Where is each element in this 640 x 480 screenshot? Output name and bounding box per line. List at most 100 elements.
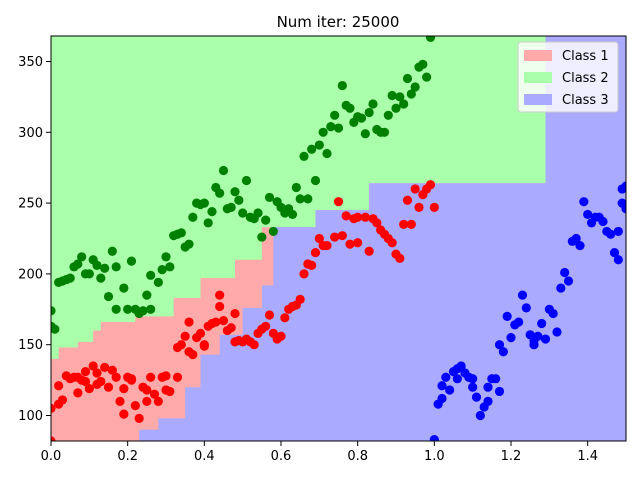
data-point [126,375,137,385]
data-point [287,209,298,220]
data-point [364,246,374,256]
data-point [211,317,221,327]
data-point [498,347,508,357]
data-point [51,324,60,334]
y-tick-label: 250 [18,197,43,212]
data-point [345,239,355,249]
data-point [115,396,125,406]
data-point [257,232,267,242]
x-tick-label: 1.4 [577,449,598,464]
data-point [261,215,271,225]
data-point [425,36,436,43]
data-point [161,252,171,262]
data-point [100,362,110,372]
data-point [84,269,94,279]
data-point [215,188,225,198]
data-point [560,267,570,278]
legend-label: Class 1 [562,49,609,64]
data-point [253,208,263,218]
data-point [360,129,370,139]
legend-label: Class 3 [562,93,609,108]
data-point [402,195,413,205]
data-point [395,92,405,102]
data-point [410,184,420,194]
data-point [491,374,501,384]
data-point [410,82,420,92]
data-point [207,206,217,217]
data-point [80,367,91,377]
data-point [130,400,140,411]
x-tick-label: 1.0 [424,449,445,464]
data-point [471,392,482,402]
legend-swatch [524,72,552,83]
data-point [330,232,340,242]
data-point [372,218,382,228]
data-point [429,202,439,212]
data-point [153,396,163,406]
data-point [103,291,114,302]
data-point [425,180,436,190]
data-point [353,238,363,248]
data-point [184,239,194,249]
data-point [356,113,367,123]
data-point [226,202,236,212]
data-point [218,316,229,326]
data-point [142,290,152,300]
data-point [142,396,152,406]
y-tick-label: 300 [18,126,43,141]
data-point [119,384,129,394]
data-point [337,231,347,241]
x-tick-label: 0.8 [347,449,368,464]
series-class-3 [429,181,626,441]
data-point [314,233,324,244]
data-point [295,294,305,304]
data-point [379,127,390,137]
data-point [422,72,432,82]
data-point [318,127,328,137]
data-point [621,181,626,191]
y-tick-label: 350 [18,55,43,70]
legend-swatch [524,50,552,61]
data-point [180,331,190,341]
y-tick-label: 200 [18,267,43,282]
legend-swatch [524,94,552,105]
data-point [322,148,332,159]
data-point [146,304,156,314]
data-point [84,384,94,394]
data-point [341,211,351,221]
data-point [176,228,186,238]
data-point [96,273,106,283]
x-tick-label: 0.0 [41,449,62,464]
data-point [119,283,129,293]
data-point [579,197,589,207]
data-point [261,321,271,331]
data-point [613,255,623,265]
data-point [452,374,462,384]
data-point [215,301,225,312]
data-point [280,313,290,323]
data-point [613,226,623,237]
data-point [533,331,543,341]
data-point [126,256,137,266]
data-point [111,262,121,272]
data-point [264,192,275,203]
data-point [119,409,129,419]
data-point [226,323,236,333]
data-point [314,140,324,150]
data-point [307,260,317,271]
data-point [429,434,439,441]
data-points [51,36,626,441]
data-point [149,389,160,399]
data-point [402,73,413,84]
data-point [609,248,620,258]
data-point [165,262,175,272]
data-point [383,110,393,120]
data-point [157,265,167,275]
data-point [445,385,455,395]
data-point [92,368,102,378]
chart-title: Num iter: 25000 [277,13,400,31]
data-point [468,382,478,392]
data-point [57,395,68,405]
data-point [199,198,209,208]
